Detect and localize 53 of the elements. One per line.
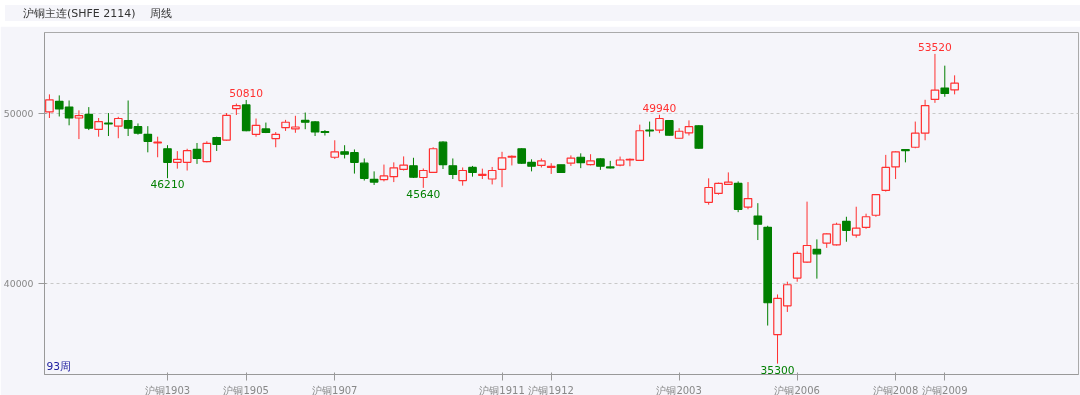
candlestick: [153, 136, 162, 158]
y-tick-label: 40000: [3, 278, 34, 290]
candlestick: [458, 166, 467, 187]
chart-title: 沪铜主连(SHFE 2114): [23, 7, 136, 20]
candlestick: [812, 238, 822, 280]
annotation: 45640: [406, 187, 441, 201]
candlestick: [930, 53, 940, 104]
chart-subtitle: 周线: [149, 7, 172, 20]
annotation: 53520: [918, 40, 953, 54]
candlestick: [851, 206, 861, 239]
candlestick: [753, 202, 763, 241]
candlestick: [940, 65, 950, 98]
candlestick: [655, 114, 664, 134]
candlestick: [871, 193, 881, 218]
candlestick: [84, 106, 94, 131]
candlestick: [94, 117, 103, 138]
candlestick: [74, 109, 84, 140]
candlestick: [113, 116, 123, 139]
candlestick: [369, 170, 379, 186]
x-tick-label: 沪铜2003: [656, 384, 702, 395]
candlestick: [842, 216, 851, 243]
candlestick: [694, 124, 704, 150]
candlestick: [104, 112, 113, 137]
candlestick: [497, 151, 507, 188]
annotation: 46210: [150, 178, 185, 192]
candlestick: [163, 144, 172, 179]
candlestick: [192, 142, 202, 165]
annotation: 50810: [229, 86, 264, 100]
candlestick: [320, 129, 330, 137]
candlestick: [359, 157, 369, 182]
annotation: 35300: [760, 363, 795, 377]
x-tick-label: 沪铜2008: [872, 384, 919, 395]
candlestick: [950, 74, 959, 95]
y-tick-label: 50000: [3, 108, 34, 120]
x-tick-label: 沪铜1903: [144, 384, 191, 395]
x-tick-label: 沪铜1912: [528, 384, 574, 395]
candlestick: [438, 140, 448, 170]
candlestick: [251, 118, 261, 138]
candlestick: [448, 157, 458, 180]
x-tick-label: 沪铜1911: [479, 384, 525, 395]
candlestick: [143, 125, 153, 153]
candlestick: [261, 122, 271, 134]
candlestick: [881, 154, 891, 193]
x-tick-label: 沪铜1907: [312, 384, 358, 395]
candlestick: [743, 181, 753, 210]
annotation: 93周: [46, 359, 72, 373]
x-tick-label: 沪铜2009: [922, 384, 968, 395]
candlestick: [891, 150, 900, 180]
x-tick-label: 沪铜1905: [223, 384, 269, 395]
candlestick: [507, 154, 517, 166]
x-tick-label: 沪铜2006: [774, 384, 820, 395]
candlestick: [330, 139, 340, 160]
annotation: 49940: [642, 101, 677, 115]
